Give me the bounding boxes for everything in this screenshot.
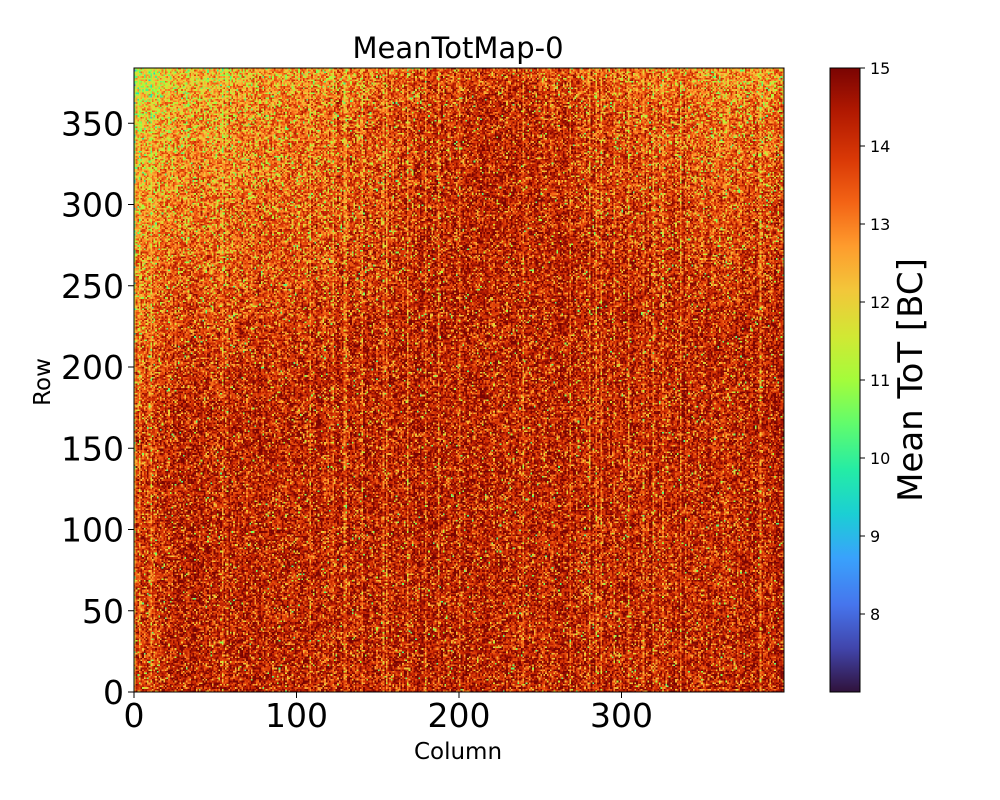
x-tick-label: 200 (428, 696, 491, 735)
y-tick-label: 200 (61, 348, 124, 387)
y-tick-label: 50 (82, 592, 124, 631)
y-tick-label: 0 (103, 673, 124, 712)
colorbar (829, 67, 861, 693)
x-tick-label: 0 (124, 696, 145, 735)
colorbar-tick-label: 14 (870, 137, 890, 156)
x-tick-label: 300 (590, 696, 653, 735)
colorbar-tick-label: 13 (870, 215, 890, 234)
y-tick-label: 150 (61, 429, 124, 468)
x-axis: 0 100 200 300 (124, 692, 653, 735)
y-tick-label: 250 (61, 267, 124, 306)
y-tick-label: 100 (61, 511, 124, 550)
x-axis-label: Column (414, 739, 502, 765)
y-axis-label: Row (30, 358, 56, 406)
heatmap-image (134, 68, 784, 692)
chart-title: MeanTotMap-0 (352, 31, 563, 65)
y-axis: 0 50 100 150 200 250 300 350 (61, 104, 134, 712)
colorbar-label: Mean ToT [BC] (891, 258, 931, 502)
colorbar-tick-label: 11 (870, 371, 890, 390)
x-tick-label: 100 (265, 696, 328, 735)
colorbar-tick-label: 10 (870, 449, 890, 468)
y-tick-label: 350 (61, 104, 124, 143)
colorbar-tick-label: 12 (870, 293, 890, 312)
colorbar-tick-label: 9 (870, 527, 880, 546)
colorbar-axis: 8 9 10 11 12 13 14 15 (860, 59, 890, 624)
y-tick-label: 300 (61, 186, 124, 225)
colorbar-tick-label: 15 (870, 59, 890, 78)
colorbar-tick-label: 8 (870, 605, 880, 624)
